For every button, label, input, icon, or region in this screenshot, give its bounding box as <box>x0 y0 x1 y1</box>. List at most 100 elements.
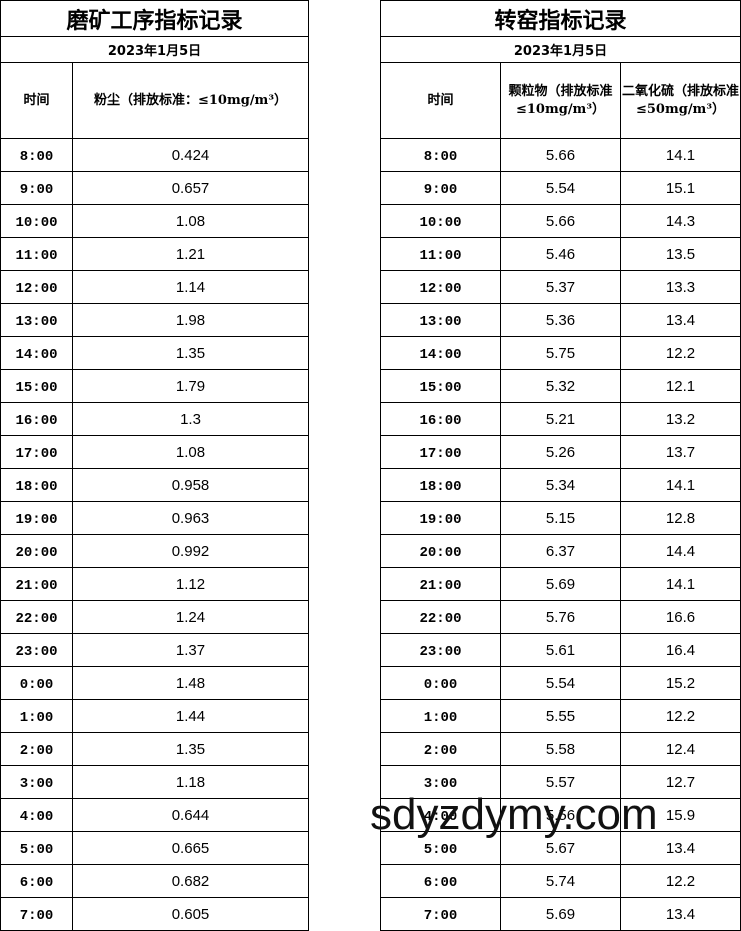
value-cell: 5.34 <box>500 468 621 502</box>
time-cell: 1:00 <box>0 699 73 733</box>
value-cell: 12.1 <box>620 369 741 403</box>
value-cell: 0.665 <box>72 831 309 865</box>
value-cell: 6.37 <box>500 534 621 568</box>
value-cell: 5.36 <box>500 303 621 337</box>
row: 21:00 5.69 14.1 <box>380 567 741 601</box>
time-cell: 19:00 <box>0 501 73 535</box>
value-cell: 0.682 <box>72 864 309 898</box>
row: 14:00 5.75 12.2 <box>380 336 741 370</box>
time-cell: 7:00 <box>0 897 73 931</box>
value-cell: 5.37 <box>500 270 621 304</box>
value-cell: 1.98 <box>72 303 309 337</box>
row: 1:00 5.55 12.2 <box>380 699 741 733</box>
row: 7:00 0.605 <box>0 897 309 931</box>
row: 4:00 5.56 15.9 <box>380 798 741 832</box>
row: 20:00 0.992 <box>0 534 309 568</box>
value-cell: 5.46 <box>500 237 621 271</box>
value-cell: 16.6 <box>620 600 741 634</box>
row: 13:00 1.98 <box>0 303 309 337</box>
watermark: sdyzdymy.com <box>370 790 658 839</box>
row: 6:00 5.74 12.2 <box>380 864 741 898</box>
row: 时间 颗粒物（排放标准≤10mg/m³） 二氧化硫（排放标准≤50mg/m³） <box>380 62 741 139</box>
time-cell: 8:00 <box>380 138 501 172</box>
row: 9:00 0.657 <box>0 171 309 205</box>
value-cell: 0.958 <box>72 468 309 502</box>
time-cell: 12:00 <box>380 270 501 304</box>
row: 5:00 0.665 <box>0 831 309 865</box>
column-header: 粉尘（排放标准：≤10mg/m³） <box>72 62 309 139</box>
time-cell: 21:00 <box>0 567 73 601</box>
time-cell: 0:00 <box>380 666 501 700</box>
row: 18:00 5.34 14.1 <box>380 468 741 502</box>
value-cell: 5.76 <box>500 600 621 634</box>
time-cell: 12:00 <box>0 270 73 304</box>
table-title: 转窑指标记录 <box>380 0 741 37</box>
value-cell: 13.2 <box>620 402 741 436</box>
value-cell: 5.15 <box>500 501 621 535</box>
value-cell: 0.644 <box>72 798 309 832</box>
row: 7:00 5.69 13.4 <box>380 897 741 931</box>
value-cell: 13.3 <box>620 270 741 304</box>
value-cell: 0.424 <box>72 138 309 172</box>
value-cell: 12.4 <box>620 732 741 766</box>
time-cell: 23:00 <box>0 633 73 667</box>
time-cell: 3:00 <box>0 765 73 799</box>
row: 21:00 1.12 <box>0 567 309 601</box>
value-cell: 0.992 <box>72 534 309 568</box>
value-cell: 1.37 <box>72 633 309 667</box>
time-cell: 15:00 <box>0 369 73 403</box>
row: 11:00 5.46 13.5 <box>380 237 741 271</box>
value-cell: 5.66 <box>500 138 621 172</box>
time-cell: 19:00 <box>380 501 501 535</box>
time-cell: 13:00 <box>0 303 73 337</box>
value-cell: 12.2 <box>620 699 741 733</box>
value-cell: 14.3 <box>620 204 741 238</box>
value-cell: 15.1 <box>620 171 741 205</box>
table-date: 2023年1月5日 <box>0 36 309 63</box>
value-cell: 1.35 <box>72 336 309 370</box>
row: 12:00 1.14 <box>0 270 309 304</box>
row: 20:00 6.37 14.4 <box>380 534 741 568</box>
time-cell: 20:00 <box>380 534 501 568</box>
row: 0:00 1.48 <box>0 666 309 700</box>
value-cell: 5.69 <box>500 897 621 931</box>
time-cell: 11:00 <box>0 237 73 271</box>
value-cell: 1.12 <box>72 567 309 601</box>
time-cell: 1:00 <box>380 699 501 733</box>
time-cell: 6:00 <box>380 864 501 898</box>
row: 8:00 0.424 <box>0 138 309 172</box>
value-cell: 14.1 <box>620 138 741 172</box>
time-cell: 8:00 <box>0 138 73 172</box>
time-cell: 17:00 <box>0 435 73 469</box>
value-cell: 5.69 <box>500 567 621 601</box>
value-cell: 5.74 <box>500 864 621 898</box>
row: 8:00 5.66 14.1 <box>380 138 741 172</box>
time-cell: 15:00 <box>380 369 501 403</box>
row: 22:00 5.76 16.6 <box>380 600 741 634</box>
row: 10:00 1.08 <box>0 204 309 238</box>
value-cell: 5.21 <box>500 402 621 436</box>
time-cell: 18:00 <box>0 468 73 502</box>
value-cell: 13.4 <box>620 897 741 931</box>
value-cell: 0.605 <box>72 897 309 931</box>
time-cell: 21:00 <box>380 567 501 601</box>
row: 4:00 0.644 <box>0 798 309 832</box>
time-cell: 13:00 <box>380 303 501 337</box>
value-cell: 5.32 <box>500 369 621 403</box>
time-cell: 14:00 <box>0 336 73 370</box>
row: 1:00 1.44 <box>0 699 309 733</box>
time-cell: 10:00 <box>0 204 73 238</box>
value-cell: 5.55 <box>500 699 621 733</box>
row: 23:00 5.61 16.4 <box>380 633 741 667</box>
row: 12:00 5.37 13.3 <box>380 270 741 304</box>
value-cell: 13.4 <box>620 303 741 337</box>
time-cell: 17:00 <box>380 435 501 469</box>
value-cell: 15.2 <box>620 666 741 700</box>
time-cell: 3:00 <box>380 765 501 799</box>
value-cell: 5.58 <box>500 732 621 766</box>
row: 2:00 1.35 <box>0 732 309 766</box>
time-cell: 22:00 <box>0 600 73 634</box>
row: 时间 粉尘（排放标准：≤10mg/m³） <box>0 62 309 139</box>
time-cell: 2:00 <box>0 732 73 766</box>
